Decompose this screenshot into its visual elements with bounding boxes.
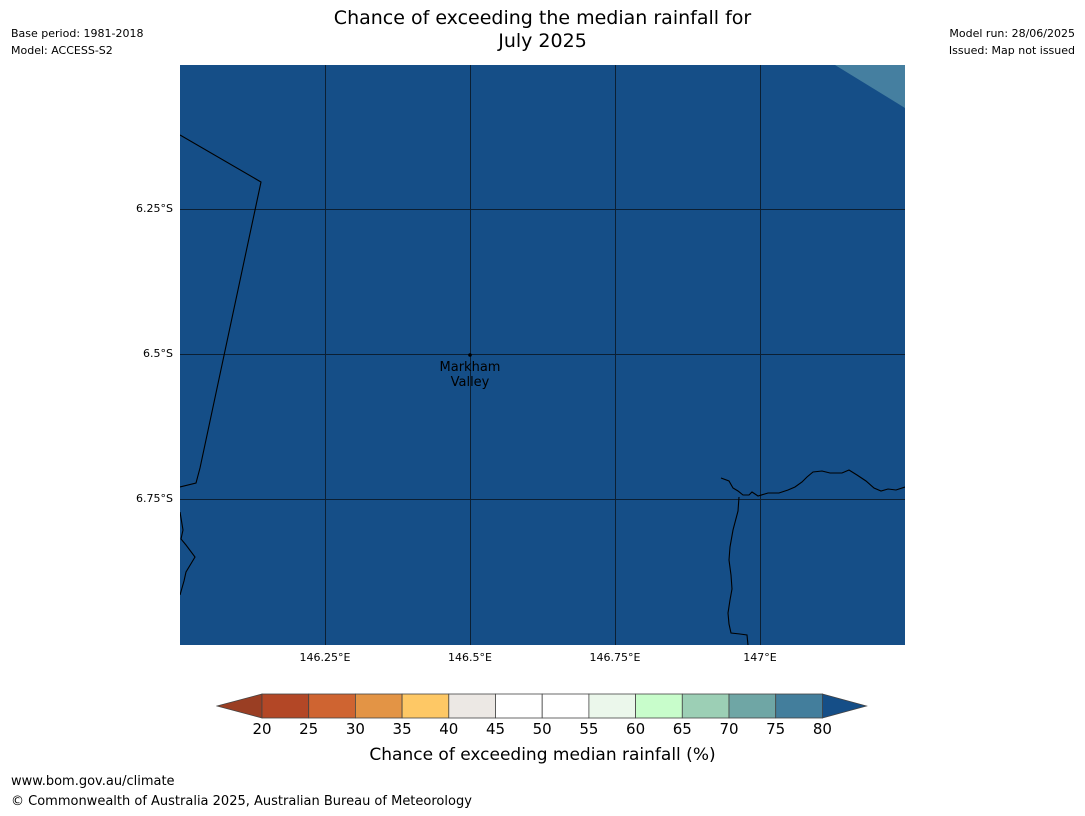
colorbar-tick-label: 65 (672, 720, 692, 738)
colorbar-tick-label: 40 (439, 720, 459, 738)
colorbar-over-arrow (822, 693, 868, 719)
colorbar-bin-65-70 (681, 693, 730, 719)
colorbar-tick-label: 80 (812, 720, 832, 738)
colorbar-tick-label: 25 (299, 720, 319, 738)
colorbar (216, 693, 868, 719)
map-title-line2: July 2025 (498, 30, 587, 52)
footer-copyright: © Commonwealth of Australia 2025, Austra… (11, 794, 472, 809)
colorbar-bin-70-75 (728, 693, 777, 719)
colorbar-tick-label: 75 (766, 720, 786, 738)
meta-info-left: Base period: 1981-2018 Model: ACCESS-S2 (11, 25, 143, 59)
colorbar-bin-45-50 (495, 693, 543, 719)
colorbar-bin-75-80 (775, 693, 823, 719)
model-text: Model: ACCESS-S2 (11, 44, 113, 57)
colorbar-bin-20-25 (261, 693, 310, 719)
markham-valley-marker (468, 353, 472, 357)
graticule (180, 65, 905, 645)
issued-text: Issued: Map not issued (948, 44, 1075, 57)
colorbar-tick-label: 20 (252, 720, 272, 738)
footer-url: www.bom.gov.au/climate (11, 774, 175, 789)
colorbar-bin-50-55 (541, 693, 590, 719)
model-run-text: Model run: 28/06/2025 (949, 27, 1075, 40)
latitude-label: 6.75°S (136, 492, 173, 505)
colorbar-bin-35-40 (401, 693, 450, 719)
longitude-label: 147°E (743, 651, 777, 664)
base-period-text: Base period: 1981-2018 (11, 27, 144, 40)
colorbar-bin-25-30 (308, 693, 356, 719)
colorbar-label: Chance of exceeding median rainfall (%) (369, 745, 716, 765)
colorbar-bin-40-45 (448, 693, 496, 719)
colorbar-bin-30-35 (354, 693, 403, 719)
colorbar-bin-55-60 (588, 693, 636, 719)
colorbar-tick-label: 35 (392, 720, 412, 738)
colorbar-tick-label: 45 (485, 720, 506, 738)
colorbar-tick-label: 55 (579, 720, 599, 738)
latitude-label: 6.5°S (143, 347, 173, 360)
longitude-label: 146.5°E (448, 651, 492, 664)
boundaries (180, 134, 905, 645)
place-name-line2: Valley (450, 375, 490, 390)
colorbar-tick-label: 50 (532, 720, 552, 738)
colorbar-bin-60-65 (635, 693, 683, 719)
longitude-label: 146.25°E (299, 651, 351, 664)
colorbar-tick-label: 30 (345, 720, 365, 738)
longitude-label: 146.75°E (589, 651, 641, 664)
place-name-line1: Markham (439, 360, 501, 375)
meta-info-right: Model run: 28/06/2025 Issued: Map not is… (949, 25, 1075, 59)
place-label-markham-valley: Markham Valley (410, 360, 530, 390)
coastline-east (720, 469, 905, 497)
latitude-label: 6.25°S (136, 202, 173, 215)
map-title: Chance of exceeding the median rainfall … (0, 7, 1085, 53)
colorbar-tick-label: 70 (719, 720, 739, 738)
coastline-west (180, 511, 196, 596)
colorbar-under-arrow (216, 693, 263, 719)
colorbar-tick-label: 60 (626, 720, 646, 738)
rainfall-map (180, 65, 905, 645)
higher-probability-region (835, 65, 905, 108)
river-line (727, 496, 749, 645)
map-title-line1: Chance of exceeding the median rainfall … (333, 7, 752, 29)
border-line (180, 134, 262, 488)
